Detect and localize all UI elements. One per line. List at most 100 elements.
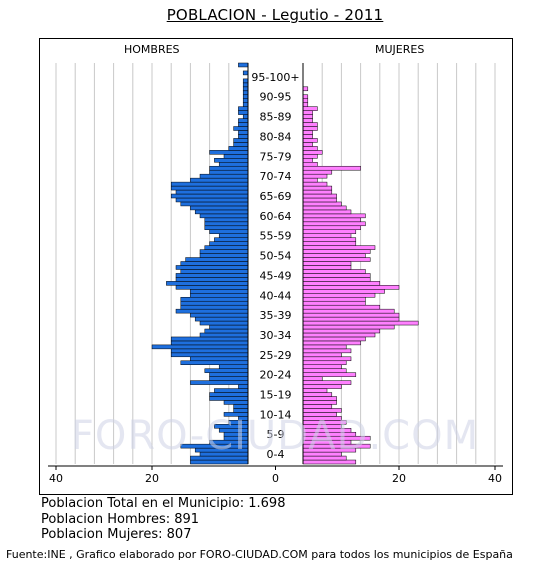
women-bar <box>302 340 361 346</box>
men-bar <box>238 130 249 135</box>
men-bar <box>190 380 249 385</box>
women-bar <box>302 126 318 131</box>
men-bar <box>190 356 249 362</box>
women-bar <box>302 324 395 330</box>
chart-frame <box>39 38 513 495</box>
men-bar <box>199 320 249 326</box>
women-bar <box>302 225 361 231</box>
age-label: 70-74 <box>260 170 292 183</box>
men-bar <box>170 340 249 346</box>
men-bar <box>190 312 249 318</box>
men-bar <box>199 332 249 338</box>
women-bar <box>302 217 361 223</box>
women-bar <box>302 368 347 373</box>
women-bar <box>302 277 371 282</box>
women-bar <box>302 265 352 270</box>
men-bar <box>209 241 249 246</box>
men-bar <box>233 126 249 131</box>
men-bar <box>209 392 249 397</box>
men-bar <box>175 273 249 278</box>
women-bar <box>302 130 313 135</box>
men-bar <box>175 285 249 290</box>
men-bar <box>175 277 249 282</box>
women-bar <box>302 344 347 350</box>
men-bar <box>238 110 249 115</box>
x-tick-label: 20 <box>145 472 159 485</box>
women-bar <box>302 110 313 115</box>
men-bar <box>180 201 249 207</box>
women-bar <box>302 177 318 183</box>
women-bar <box>302 328 381 334</box>
men-bar <box>233 408 249 413</box>
men-bar <box>175 197 249 203</box>
men-bar <box>209 150 249 155</box>
men-bar <box>190 205 249 211</box>
men-bar <box>214 237 249 242</box>
men-bar <box>175 189 249 195</box>
x-tick-label: 40 <box>488 472 502 485</box>
men-bar <box>180 304 249 310</box>
men-bar <box>242 86 249 92</box>
women-bar <box>302 289 385 294</box>
women-bar <box>302 158 313 163</box>
age-label: 95-100+ <box>251 71 299 84</box>
men-bar <box>233 142 249 147</box>
men-bar <box>199 173 249 179</box>
men-bar <box>190 459 249 465</box>
age-label: 15-19 <box>260 389 292 402</box>
total-population: Poblacion Total en el Municipio: 1.698 <box>41 496 286 511</box>
men-bar <box>242 114 249 119</box>
men-bar <box>209 169 249 175</box>
men-bar <box>214 388 249 393</box>
men-bar <box>233 404 249 409</box>
men-bar <box>180 360 249 365</box>
women-bar <box>302 336 366 342</box>
women-bar <box>302 396 337 401</box>
women-bar <box>302 388 328 393</box>
women-bar <box>302 213 366 219</box>
women-bar <box>302 118 313 123</box>
men-bar <box>190 293 249 298</box>
women-bar <box>302 134 313 139</box>
women-bar <box>302 364 342 369</box>
men-bar <box>238 62 249 68</box>
women-bar <box>302 285 400 290</box>
women-bar <box>302 193 337 199</box>
women-bar <box>302 300 366 306</box>
women-bar <box>302 253 366 258</box>
women-bar <box>302 376 323 381</box>
men-bar <box>238 134 249 139</box>
men-bar <box>204 225 249 231</box>
men-bar <box>170 193 249 199</box>
men-bar <box>199 253 249 258</box>
women-bar <box>302 400 337 405</box>
women-bar <box>302 293 376 298</box>
women-bar <box>302 233 352 238</box>
chart-title: POBLACION - Legutio - 2011 <box>166 6 384 24</box>
women-bar <box>302 392 333 397</box>
women-bar <box>302 408 342 413</box>
men-bar <box>242 98 249 103</box>
men-bar <box>175 265 249 270</box>
women-bar <box>302 237 357 242</box>
men-bar <box>190 177 249 183</box>
women-bar <box>302 352 342 358</box>
women-bar <box>302 257 371 262</box>
source-note: Fuente:INE , Grafico elaborado por FORO-… <box>6 548 513 561</box>
women-bar <box>302 106 318 111</box>
age-label: 75-79 <box>260 150 292 163</box>
women-bar <box>302 356 352 362</box>
men-bar <box>204 217 249 223</box>
men-label: HOMBRES <box>124 43 180 56</box>
women-bar <box>302 209 352 215</box>
men-bar <box>228 146 249 151</box>
age-label: 45-49 <box>260 269 292 282</box>
women-bar <box>302 304 381 310</box>
men-bar <box>170 185 249 191</box>
men-bar <box>233 138 249 143</box>
women-population: Poblacion Mujeres: 807 <box>41 527 192 542</box>
women-bar <box>302 102 309 107</box>
women-bar <box>302 146 318 151</box>
age-label: 55-59 <box>260 230 292 243</box>
women-bar <box>302 308 395 314</box>
